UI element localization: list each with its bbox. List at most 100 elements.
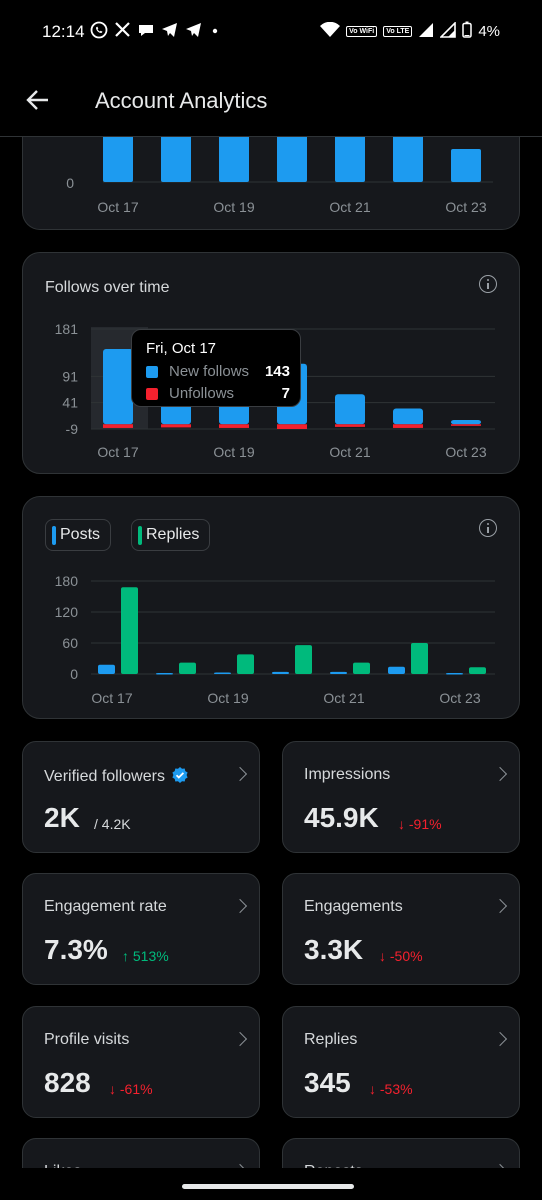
chevron-right-icon [232,766,248,782]
bar-unfollows [335,424,365,427]
bar [393,122,423,182]
follows-over-time-card[interactable]: Follows over time 181 91 41 -9 Oct 17 Oct 19… [22,252,520,474]
bar-replies [121,587,138,674]
metric-label: Verified followers [44,766,189,786]
info-icon[interactable] [479,275,497,293]
bar-unfollows [103,424,133,428]
bar-replies [353,662,370,674]
y-tick-label: 91 [62,368,78,384]
posts-x-labels: Oct 17 Oct 19 Oct 21 Oct 23 [91,690,480,706]
y-tick-label: 60 [62,635,78,651]
bar-new-follows [393,408,423,425]
metric-label: Impressions [304,766,391,783]
tooltip-label: New follows [169,363,250,380]
metric-engagements[interactable]: Engagements 3.3K ↓ -50% [282,873,520,985]
x-tick-label: Oct 23 [439,690,480,706]
legend-bar-blue [52,526,56,545]
bar [103,122,133,182]
bar-replies [411,643,428,674]
x-tick-label: Oct 21 [329,199,370,215]
bar-new-follows [335,394,365,425]
bar-replies [179,662,196,674]
x-tick-label: Oct 19 [207,690,248,706]
chevron-right-icon [492,1031,508,1047]
y-tick-label: 120 [55,604,79,620]
chevron-right-icon [492,898,508,914]
bar-posts [214,672,231,674]
chart-tooltip: Fri, Oct 17 New follows 143 Unfollows 7 [131,329,301,407]
bar-replies [237,654,254,674]
telegram-icon [161,21,179,44]
x-tick-label: Oct 17 [91,690,132,706]
metric-value: 345 [304,1067,351,1098]
metric-total: / 4.2K [94,816,131,832]
tooltip-date: Fri, Oct 17 [146,340,217,357]
info-icon[interactable] [479,519,497,537]
signal-icon [418,22,434,42]
posts-replies-card[interactable]: Posts Replies 180 120 60 0 Oct 17 Oct 19 Oct … [22,496,520,719]
metric-label: Engagement rate [44,898,167,915]
bar-posts [98,664,115,674]
back-arrow-icon[interactable] [24,86,52,114]
bar [161,122,191,182]
home-handle[interactable] [182,1184,354,1189]
telegram-icon [185,21,203,44]
posts-y-ticks: 180 120 60 0 [55,573,79,682]
page-title: Account Analytics [95,88,268,113]
metric-profile-visits[interactable]: Profile visits 828 ↓ -61% [22,1006,260,1118]
system-icons: Vo WiFi Vo LTE 4% [320,20,500,42]
metric-delta: ↓ -50% [379,948,423,964]
bar-new-follows [451,420,481,425]
legend-toggle-posts[interactable]: Posts [45,519,112,551]
metric-label: Engagements [304,898,403,915]
legend-toggle-replies[interactable]: Replies [131,519,211,551]
gesture-nav-bar [0,1168,542,1200]
bar-posts [446,672,463,675]
bar-replies [295,645,312,674]
bar-new-follows [103,349,133,425]
metric-engagement-rate[interactable]: Engagement rate 7.3% ↑ 513% [22,873,260,985]
tooltip-row-unfollows: Unfollows 7 [146,385,290,403]
x-tick-label: Oct 17 [97,444,138,460]
metric-value: 45.9K [304,802,379,833]
bar [277,122,307,182]
verified-badge-icon [171,766,189,784]
metric-value: 828 [44,1067,91,1098]
posts-gridlines [91,580,495,675]
metric-label: Replies [304,1031,358,1048]
metric-replies[interactable]: Replies 345 ↓ -53% [282,1006,520,1118]
x-tick-label: Oct 17 [97,199,138,215]
legend-swatch-red [146,388,158,400]
metric-delta: ↓ -53% [369,1081,413,1097]
battery-percent: 4% [478,23,500,40]
x-icon [114,21,131,44]
whatsapp-icon [90,21,108,44]
bar-replies [469,667,486,674]
posts-replies-chart[interactable]: 180 120 60 0 Oct 17 Oct 19 Oct 21 Oct 23 [23,497,520,719]
x-tick-label: Oct 19 [213,444,254,460]
battery-icon [462,21,473,42]
metric-value: 7.3% [44,934,108,965]
bar-unfollows [277,424,307,429]
metric-delta: ↑ 513% [122,948,169,964]
wifi-icon [320,21,341,42]
notification-icons [90,21,221,44]
x-tick-label: Oct 21 [323,690,364,706]
status-time: 12:14 [42,22,85,41]
chevron-right-icon [492,766,508,782]
y-tick-label: -9 [66,421,79,437]
bar [451,149,481,182]
dot-icon [209,21,221,44]
chevron-right-icon [232,1031,248,1047]
metric-impressions[interactable]: Impressions 45.9K ↓ -91% [282,741,520,853]
metric-delta: ↓ -61% [109,1081,153,1097]
x-tick-label: Oct 21 [329,444,370,460]
ytick-label: 0 [66,175,74,191]
x-tick-label: Oct 23 [445,199,486,215]
tooltip-row-new-follows: New follows 143 [146,363,290,381]
bar-unfollows [451,424,481,426]
follows-y-ticks: 181 91 41 -9 [55,321,79,437]
metric-verified-followers[interactable]: Verified followers 2K / 4.2K [22,741,260,853]
bar [219,122,249,182]
chevron-right-icon [232,898,248,914]
